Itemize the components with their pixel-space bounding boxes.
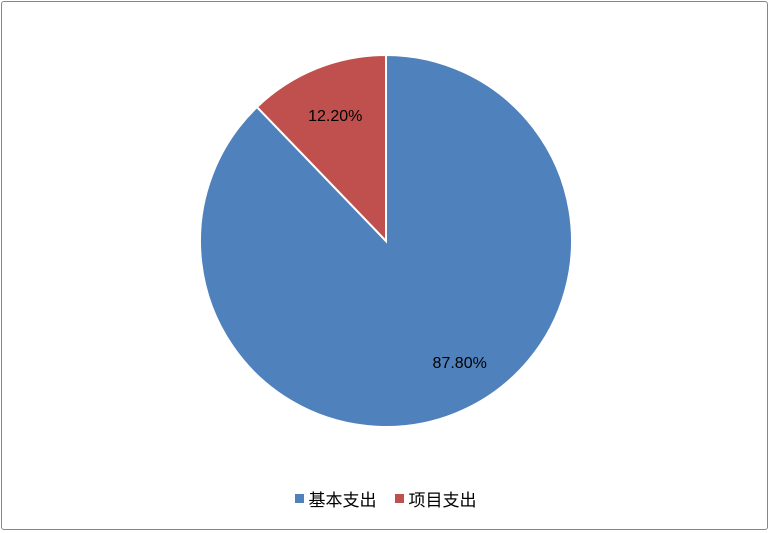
legend-swatch-basic [294,494,304,503]
legend-item-project: 项目支出 [394,486,477,511]
legend-item-basic: 基本支出 [294,486,377,511]
legend-label-basic: 基本支出 [308,491,377,511]
data-label-basic: 87.80% [433,355,487,372]
legend: 基本支出 项目支出 [0,486,771,511]
slice-project [255,53,387,244]
data-label-project: 12.20% [308,108,362,125]
legend-swatch-project [394,494,404,503]
legend-label-project: 项目支出 [408,491,477,511]
